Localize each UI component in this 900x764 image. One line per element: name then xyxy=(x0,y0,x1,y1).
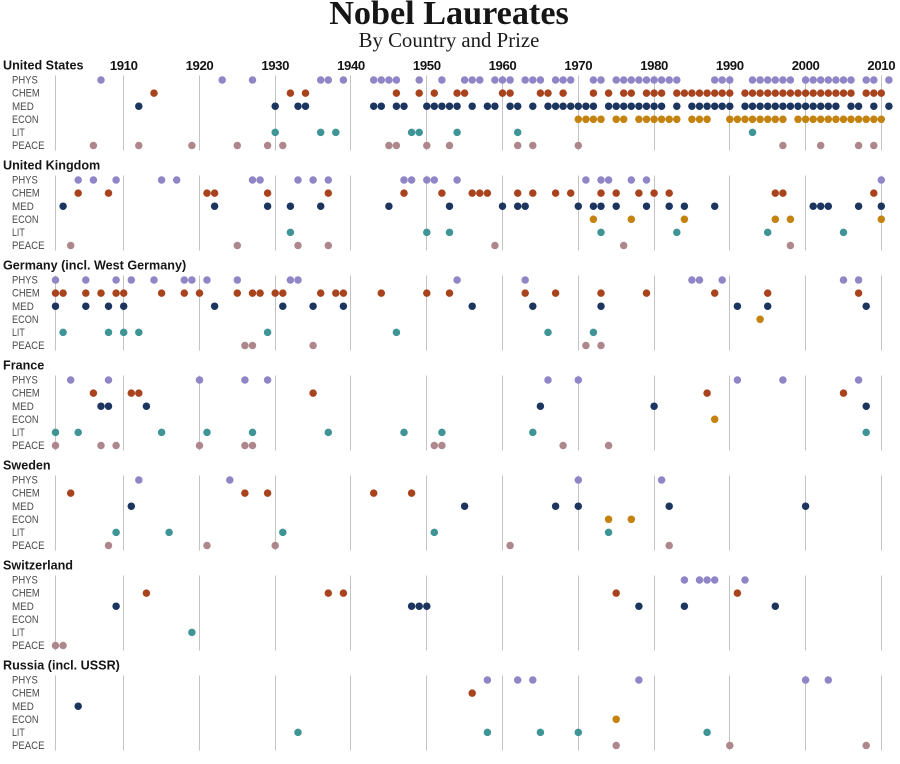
svg-text:PEACE: PEACE xyxy=(12,140,45,152)
svg-text:1940: 1940 xyxy=(337,58,365,73)
svg-text:ECON: ECON xyxy=(12,714,39,726)
svg-text:United Kingdom: United Kingdom xyxy=(3,159,100,173)
svg-text:ECON: ECON xyxy=(12,414,39,426)
svg-text:Nobel Laureates: Nobel Laureates xyxy=(329,0,569,32)
svg-text:MED: MED xyxy=(12,701,34,713)
svg-text:MED: MED xyxy=(12,101,34,113)
svg-text:PHYS: PHYS xyxy=(12,75,38,87)
svg-text:1980: 1980 xyxy=(640,58,668,73)
svg-text:ECON: ECON xyxy=(12,514,39,526)
svg-text:1970: 1970 xyxy=(564,58,592,73)
svg-text:LIT: LIT xyxy=(12,527,25,539)
svg-text:CHEM: CHEM xyxy=(12,488,40,500)
svg-text:MED: MED xyxy=(12,601,34,613)
svg-text:Sweden: Sweden xyxy=(3,459,51,473)
svg-text:1960: 1960 xyxy=(489,58,517,73)
svg-text:CHEM: CHEM xyxy=(12,188,40,200)
svg-text:PEACE: PEACE xyxy=(12,340,45,352)
svg-text:CHEM: CHEM xyxy=(12,288,40,300)
svg-text:1930: 1930 xyxy=(261,58,289,73)
svg-text:ECON: ECON xyxy=(12,614,39,626)
svg-text:PHYS: PHYS xyxy=(12,175,38,187)
svg-text:PHYS: PHYS xyxy=(12,375,38,387)
svg-text:ECON: ECON xyxy=(12,214,39,226)
svg-text:LIT: LIT xyxy=(12,727,25,739)
svg-text:1950: 1950 xyxy=(413,58,441,73)
svg-text:CHEM: CHEM xyxy=(12,588,40,600)
svg-text:By Country and Prize: By Country and Prize xyxy=(359,29,540,52)
svg-text:ECON: ECON xyxy=(12,314,39,326)
svg-text:United States: United States xyxy=(3,59,83,73)
svg-text:PHYS: PHYS xyxy=(12,275,38,287)
svg-text:PHYS: PHYS xyxy=(12,575,38,587)
svg-text:1990: 1990 xyxy=(716,58,744,73)
svg-text:Germany (incl. West Germany): Germany (incl. West Germany) xyxy=(3,259,186,273)
svg-text:1920: 1920 xyxy=(186,58,214,73)
svg-text:France: France xyxy=(3,359,44,373)
svg-text:PHYS: PHYS xyxy=(12,675,38,687)
svg-text:PEACE: PEACE xyxy=(12,440,45,452)
svg-text:MED: MED xyxy=(12,401,34,413)
svg-text:2000: 2000 xyxy=(792,58,820,73)
svg-text:1910: 1910 xyxy=(110,58,138,73)
svg-text:Russia (incl. USSR): Russia (incl. USSR) xyxy=(3,659,120,673)
svg-text:CHEM: CHEM xyxy=(12,688,40,700)
svg-text:Switzerland: Switzerland xyxy=(3,559,73,573)
svg-text:LIT: LIT xyxy=(12,127,25,139)
svg-text:PEACE: PEACE xyxy=(12,640,45,652)
svg-text:PHYS: PHYS xyxy=(12,475,38,487)
svg-text:MED: MED xyxy=(12,301,34,313)
svg-text:PEACE: PEACE xyxy=(12,740,45,752)
svg-text:LIT: LIT xyxy=(12,427,25,439)
svg-text:CHEM: CHEM xyxy=(12,388,40,400)
svg-text:LIT: LIT xyxy=(12,327,25,339)
svg-text:LIT: LIT xyxy=(12,227,25,239)
svg-text:PEACE: PEACE xyxy=(12,240,45,252)
svg-text:PEACE: PEACE xyxy=(12,540,45,552)
svg-text:CHEM: CHEM xyxy=(12,88,40,100)
svg-text:LIT: LIT xyxy=(12,627,25,639)
svg-text:ECON: ECON xyxy=(12,114,39,126)
svg-text:MED: MED xyxy=(12,201,34,213)
svg-text:MED: MED xyxy=(12,501,34,513)
svg-text:2010: 2010 xyxy=(867,58,895,73)
